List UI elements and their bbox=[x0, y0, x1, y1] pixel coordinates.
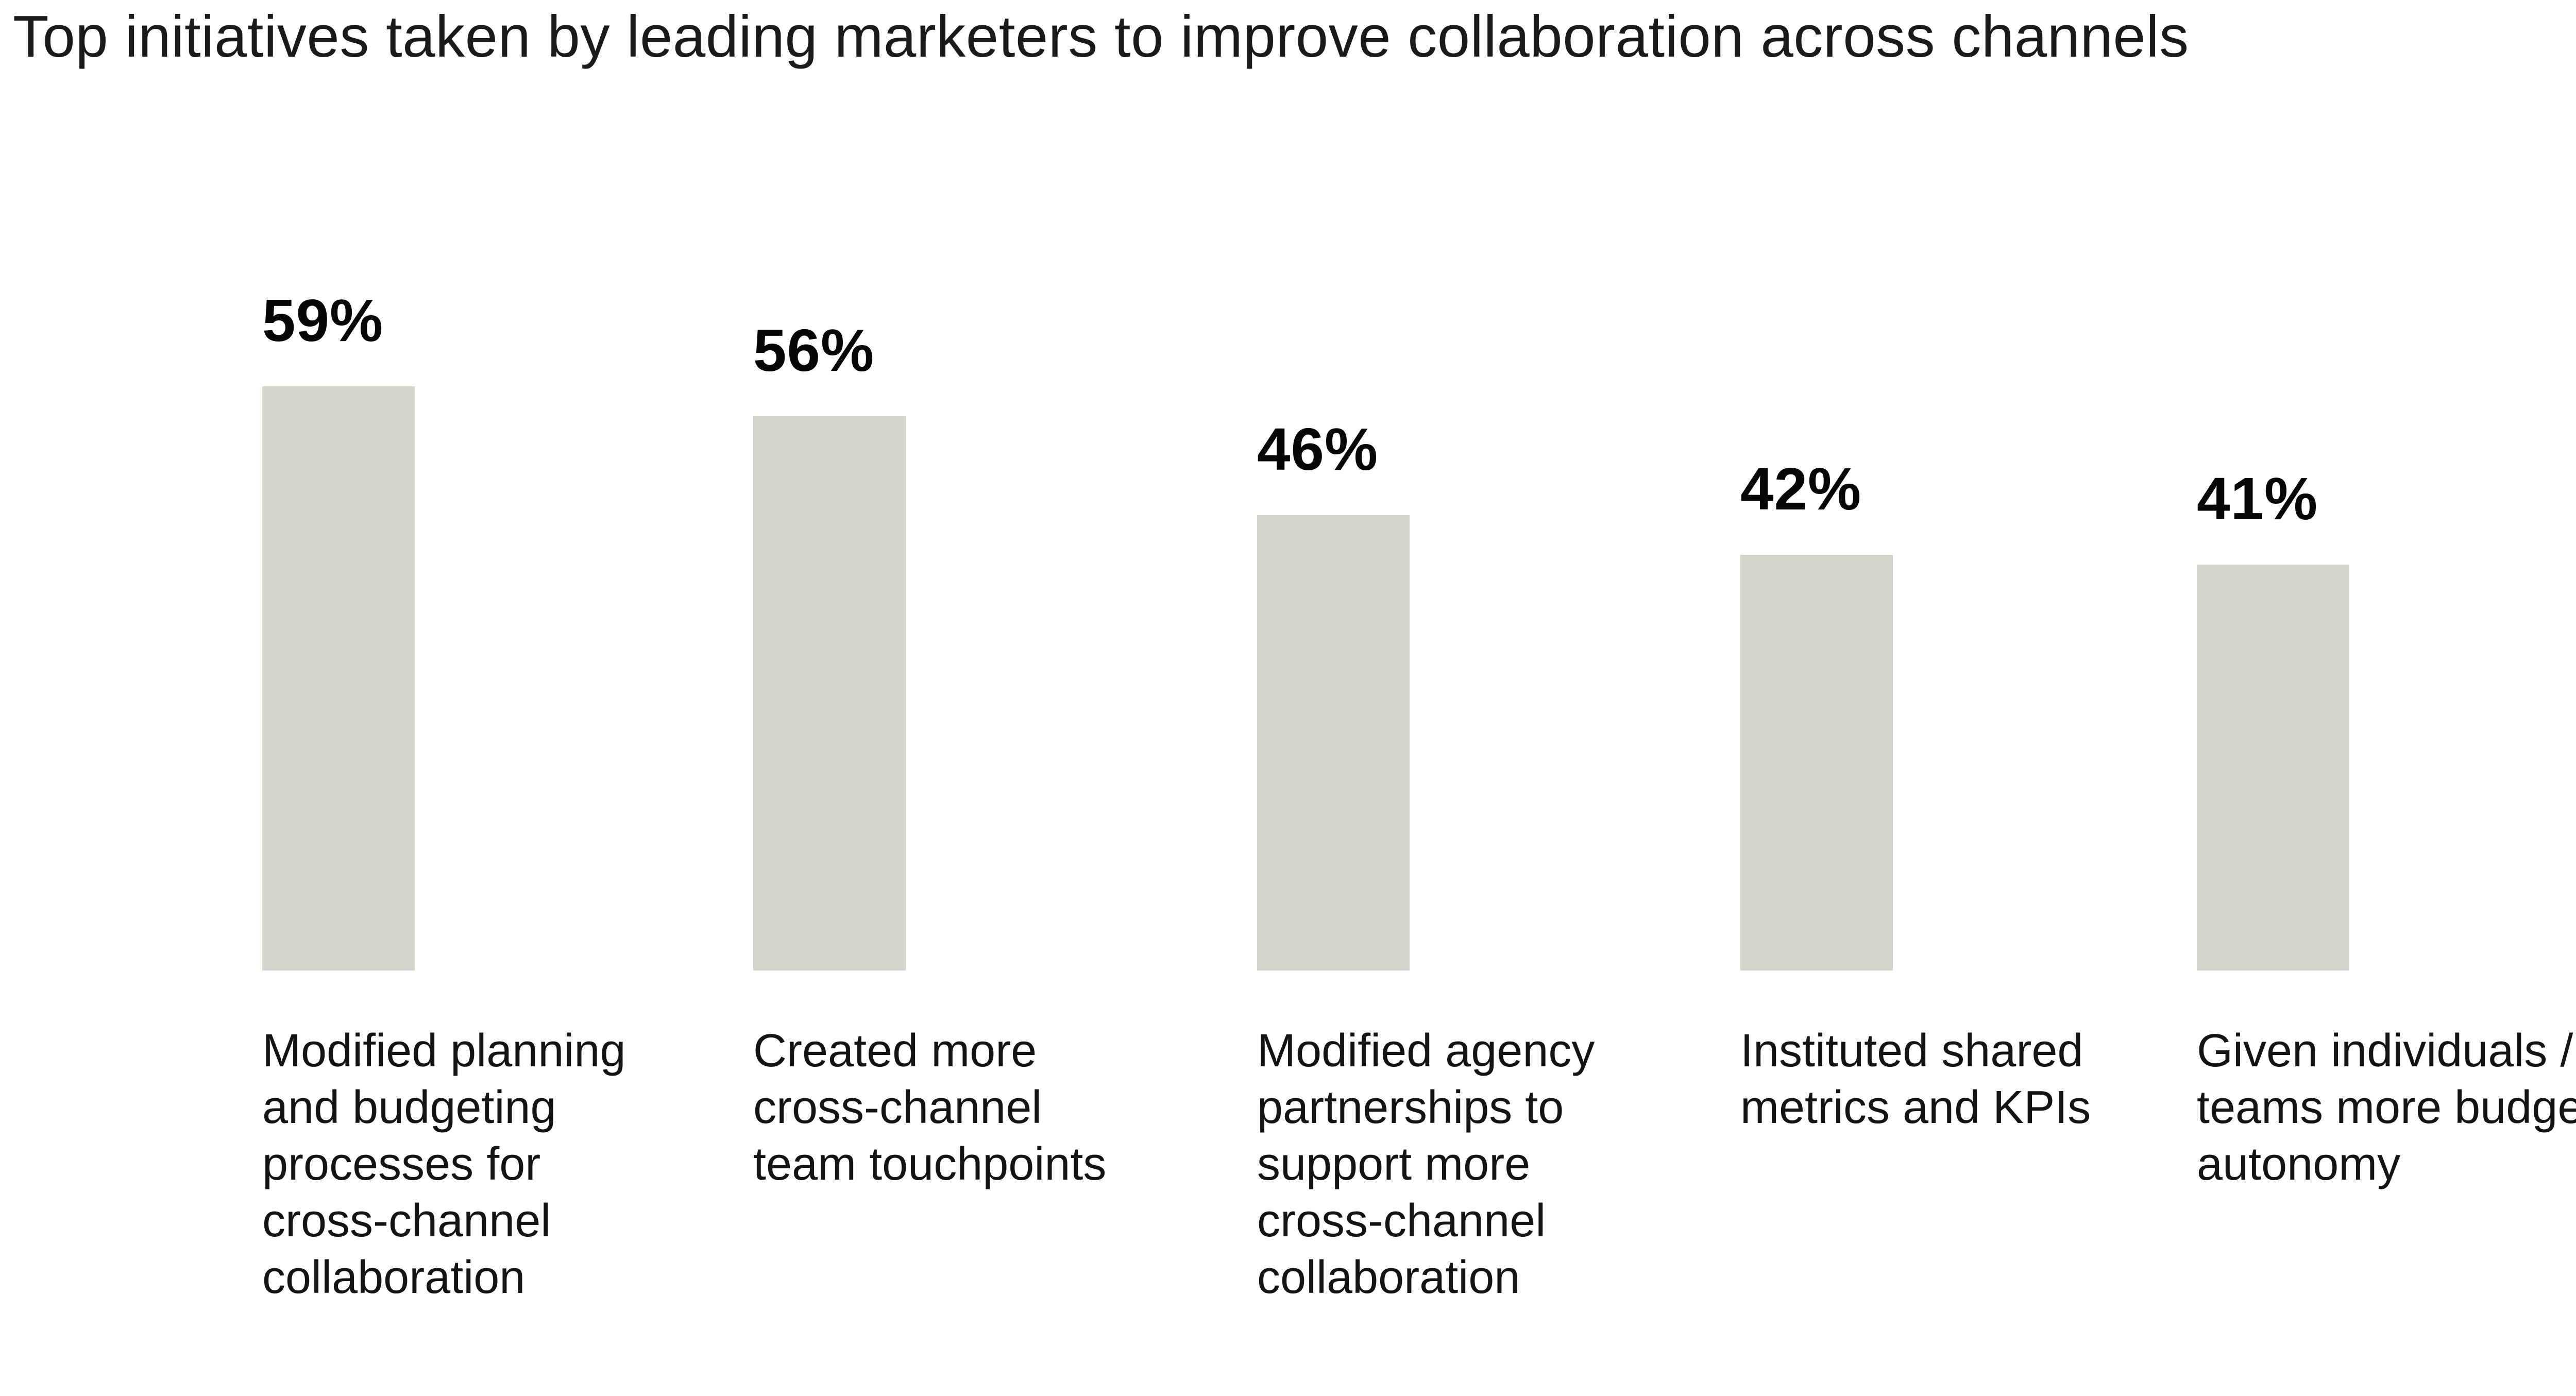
bar bbox=[1257, 515, 1410, 971]
bar-column: 46% Modified agency partnerships to suppo… bbox=[1257, 0, 1762, 1396]
bar-value-label: 42% bbox=[1740, 455, 1862, 522]
bar-column: 42% Instituted shared metrics and KPIs bbox=[1740, 0, 2245, 1396]
bar bbox=[1740, 555, 1893, 971]
bar bbox=[262, 386, 415, 971]
bar-value-label: 56% bbox=[753, 317, 875, 384]
bar-category-label: Modified planning and budgeting processe… bbox=[262, 1025, 626, 1303]
bar-column: 56% Created more cross-channel team touch… bbox=[753, 0, 1258, 1396]
bar-value-label: 41% bbox=[2197, 465, 2318, 532]
bar-category-label: Given individuals / teams more budget au… bbox=[2197, 1025, 2576, 1190]
bar-value-label: 46% bbox=[1257, 416, 1379, 483]
chart-title: Top initiatives taken by leading markete… bbox=[13, 4, 2189, 70]
bar-column: 59% Modified planning and budgeting proce… bbox=[262, 0, 767, 1396]
bar-value-label: 59% bbox=[262, 287, 384, 354]
bar bbox=[753, 416, 906, 971]
bar-column: 41% Given individuals / teams more budget… bbox=[2197, 0, 2576, 1396]
bar-category-label: Modified agency partnerships to support … bbox=[1257, 1025, 1595, 1303]
bar-category-label: Instituted shared metrics and KPIs bbox=[1740, 1025, 2091, 1133]
bar-category-label: Created more cross-channel team touchpoi… bbox=[753, 1025, 1107, 1190]
bar bbox=[2197, 565, 2349, 971]
